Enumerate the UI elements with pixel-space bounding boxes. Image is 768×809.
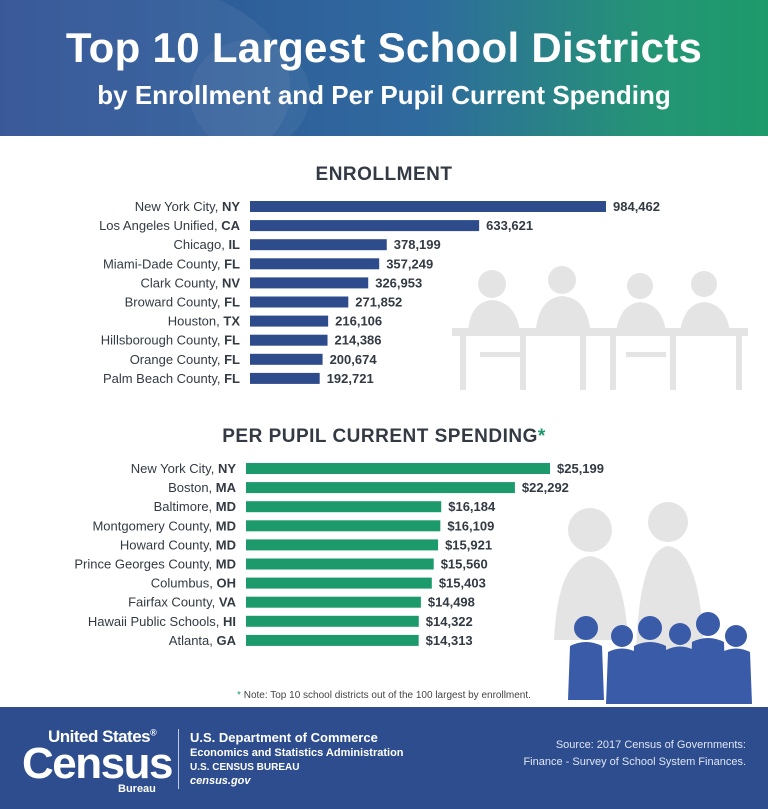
bar bbox=[250, 334, 328, 346]
category-label: Orange County, FL bbox=[130, 352, 240, 367]
bar bbox=[246, 520, 441, 532]
category-label: Atlanta, GA bbox=[169, 633, 237, 648]
value-label: 984,462 bbox=[613, 199, 660, 214]
category-label: Clark County, NV bbox=[141, 275, 241, 290]
category-label: Hawaii Public Schools, HI bbox=[88, 614, 236, 629]
bar bbox=[246, 634, 419, 646]
bar bbox=[250, 353, 323, 365]
source-citation: Source: 2017 Census of Governments: Fina… bbox=[523, 737, 746, 770]
value-label: 357,249 bbox=[386, 256, 433, 271]
enrollment-bar-chart: New York City, NY 984,462 Los Angeles Unif… bbox=[99, 199, 660, 386]
category-label: Palm Beach County, FL bbox=[103, 371, 240, 386]
category-label: New York City, NY bbox=[131, 461, 237, 476]
value-label: $15,921 bbox=[445, 537, 492, 552]
dept-line-2: Economics and Statistics Administration bbox=[190, 747, 404, 760]
bar bbox=[246, 463, 550, 474]
bar bbox=[246, 558, 434, 570]
category-label: Howard County, MD bbox=[120, 537, 236, 552]
footer: United States® Census Bureau U.S. Depart… bbox=[0, 707, 768, 809]
bar bbox=[250, 201, 606, 212]
category-label: New York City, NY bbox=[135, 199, 241, 214]
map-background-shape bbox=[190, 40, 310, 136]
page-subtitle: by Enrollment and Per Pupil Current Spen… bbox=[97, 80, 671, 110]
source-line-1: Source: 2017 Census of Governments: bbox=[555, 739, 746, 751]
category-label: Boston, MA bbox=[168, 480, 237, 495]
bar bbox=[246, 596, 421, 608]
value-label: $25,199 bbox=[557, 461, 604, 476]
logo-united-states: United States® bbox=[48, 727, 157, 746]
footnote-text: Note: Top 10 school districts out of the… bbox=[240, 690, 531, 701]
bar bbox=[246, 501, 442, 513]
teacher-and-students-icon bbox=[554, 502, 752, 704]
spending-bar-chart: New York City, NY $25,199 Boston, MA $22,29… bbox=[74, 461, 604, 648]
category-label: Chicago, IL bbox=[174, 237, 241, 252]
value-label: 633,621 bbox=[486, 218, 533, 233]
spending-title-mark: * bbox=[537, 426, 546, 447]
category-label: Columbus, OH bbox=[151, 576, 236, 591]
value-label: 378,199 bbox=[394, 237, 441, 252]
category-label: Hillsborough County, FL bbox=[101, 333, 240, 348]
value-label: 192,721 bbox=[327, 371, 374, 386]
value-label: $14,313 bbox=[426, 633, 473, 648]
value-label: $15,403 bbox=[439, 576, 486, 591]
value-label: 271,852 bbox=[355, 295, 402, 310]
bar bbox=[250, 239, 387, 251]
bar bbox=[250, 315, 329, 327]
source-line-2: Finance - Survey of School System Financ… bbox=[523, 755, 746, 768]
bar bbox=[250, 258, 380, 270]
page-title: Top 10 Largest School Districts bbox=[65, 24, 703, 71]
bar bbox=[246, 577, 432, 589]
census-gov-link[interactable]: census.gov bbox=[190, 774, 251, 787]
logo-census: Census bbox=[22, 739, 173, 788]
footnote-mark: * bbox=[237, 690, 241, 701]
value-label: $15,560 bbox=[441, 557, 488, 572]
header-banner: Top 10 Largest School Districts by Enrol… bbox=[0, 0, 768, 136]
enrollment-chart-title-text: ENROLLMENT bbox=[315, 164, 453, 185]
value-label: 214,386 bbox=[335, 333, 382, 348]
category-label: Fairfax County, VA bbox=[128, 595, 237, 610]
bar bbox=[250, 220, 480, 232]
bar bbox=[250, 372, 320, 384]
census-bureau-logo: United States® Census Bureau bbox=[22, 725, 173, 795]
logo-bureau: Bureau bbox=[118, 783, 156, 795]
bar bbox=[246, 539, 439, 551]
category-label: Los Angeles Unified, CA bbox=[99, 218, 241, 233]
bar bbox=[246, 482, 515, 494]
bar bbox=[246, 615, 419, 627]
dept-line-3: U.S. CENSUS BUREAU bbox=[190, 761, 300, 773]
value-label: 326,953 bbox=[375, 275, 422, 290]
category-label: Miami-Dade County, FL bbox=[103, 256, 240, 271]
value-label: $14,322 bbox=[426, 614, 473, 629]
spending-chart-title-text: PER PUPIL CURRENT SPENDING bbox=[222, 426, 538, 447]
value-label: 200,674 bbox=[330, 352, 378, 367]
classroom-silhouette-icon bbox=[452, 266, 748, 390]
category-label: Houston, TX bbox=[168, 314, 241, 329]
value-label: $14,498 bbox=[428, 595, 475, 610]
category-label: Broward County, FL bbox=[125, 295, 240, 310]
spending-chart-title: PER PUPIL CURRENT SPENDING* bbox=[0, 426, 768, 448]
map-background-shape bbox=[0, 0, 290, 136]
footer-divider bbox=[178, 729, 179, 789]
value-label: $16,109 bbox=[447, 518, 494, 533]
department-info: U.S. Department of Commerce Economics an… bbox=[190, 729, 404, 788]
value-label: $16,184 bbox=[448, 499, 496, 514]
dept-line-1: U.S. Department of Commerce bbox=[190, 730, 378, 745]
value-label: $22,292 bbox=[522, 480, 569, 495]
category-label: Baltimore, MD bbox=[154, 499, 236, 514]
bar bbox=[250, 296, 349, 308]
category-label: Prince Georges County, MD bbox=[74, 557, 236, 572]
enrollment-chart-title: ENROLLMENT bbox=[0, 164, 768, 186]
bar bbox=[250, 277, 369, 289]
footnote: * Note: Top 10 school districts out of t… bbox=[0, 690, 768, 701]
value-label: 216,106 bbox=[335, 314, 382, 329]
category-label: Montgomery County, MD bbox=[92, 518, 236, 533]
